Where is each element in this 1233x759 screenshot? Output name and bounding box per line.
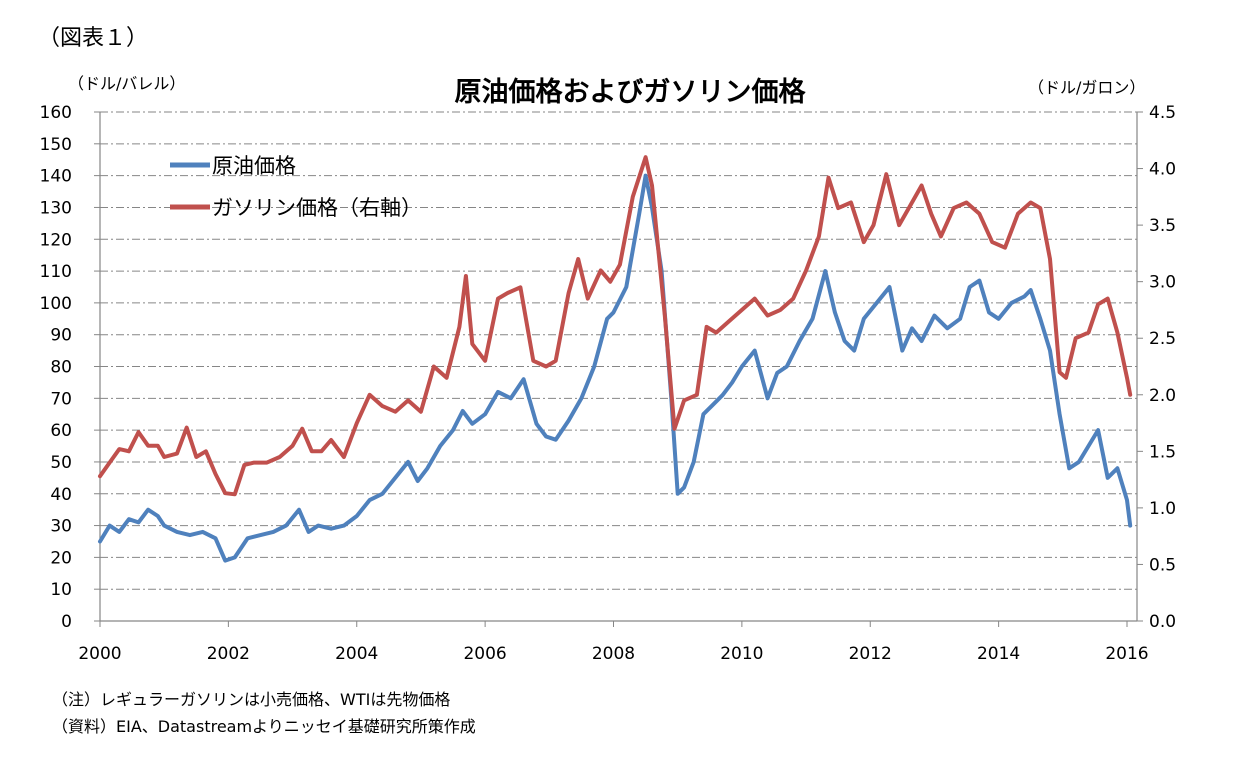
- y2-tick-label: 4.0: [1149, 160, 1176, 180]
- y-tick-label: 10: [50, 580, 72, 600]
- y-tick-label: 80: [50, 358, 72, 378]
- legend-label: ガソリン価格（右軸）: [212, 196, 422, 220]
- y2-tick-label: 3.0: [1149, 273, 1176, 293]
- y-tick-label: 70: [50, 389, 72, 409]
- series-lines: [98, 155, 1133, 563]
- y-tick-label: 140: [40, 167, 72, 187]
- x-tick-label: 2016: [1105, 644, 1148, 664]
- y2-tick-label: 0.0: [1149, 612, 1176, 632]
- y2-tick-label: 1.0: [1149, 499, 1176, 519]
- y-tick-label: 130: [40, 198, 72, 218]
- x-tick-label: 2010: [720, 644, 763, 664]
- y2-tick-label: 2.0: [1149, 386, 1176, 406]
- x-tick-label: 2014: [977, 644, 1020, 664]
- y-tick-label: 100: [40, 294, 72, 314]
- source-text: （資料）EIA、Datastreamよりニッセイ基礎研究所策作成: [52, 717, 476, 736]
- x-tick-label: 2006: [463, 644, 506, 664]
- chart-title: 原油価格およびガソリン価格: [454, 77, 806, 108]
- y2-tick-label: 0.5: [1149, 555, 1176, 575]
- x-tick-label: 2000: [78, 644, 121, 664]
- figure-label: （図表１）: [38, 26, 149, 51]
- y-tick-label: 40: [50, 485, 72, 505]
- y2-tick-label: 3.5: [1149, 216, 1176, 236]
- x-tick-label: 2002: [207, 644, 250, 664]
- gasoline-line: [98, 155, 1133, 497]
- right-axis-unit: （ドル/ガロン）: [1028, 78, 1146, 97]
- x-tick-label: 2012: [849, 644, 892, 664]
- y-tick-label: 30: [50, 517, 72, 537]
- x-tick-label: 2004: [335, 644, 378, 664]
- y-tick-label: 60: [50, 421, 72, 441]
- axes: 0 10 20 30 40 50 60 70 80 90 100 110 120 130 140 150 160…: [40, 103, 1177, 664]
- left-axis-unit: （ドル/バレル）: [68, 74, 186, 93]
- y2-tick-label: 2.5: [1149, 329, 1176, 349]
- y2-tick-label: 1.5: [1149, 442, 1176, 462]
- y-tick-label: 0: [61, 612, 72, 632]
- y-tick-label: 120: [40, 230, 72, 250]
- note-text: （注）レギュラーガソリンは小売価格、WTIは先物価格: [52, 690, 451, 709]
- legend-label: 原油価格: [212, 154, 296, 178]
- y-tick-label: 160: [40, 103, 72, 123]
- y-tick-label: 150: [40, 135, 72, 155]
- crude-oil-line: [98, 173, 1133, 563]
- x-tick-label: 2008: [592, 644, 635, 664]
- y-tick-label: 110: [40, 262, 72, 282]
- gridlines: [100, 111, 1137, 590]
- y-tick-label: 90: [50, 326, 72, 346]
- y2-tick-label: 4.5: [1149, 103, 1176, 123]
- y-tick-label: 50: [50, 453, 72, 473]
- y-tick-label: 20: [50, 548, 72, 568]
